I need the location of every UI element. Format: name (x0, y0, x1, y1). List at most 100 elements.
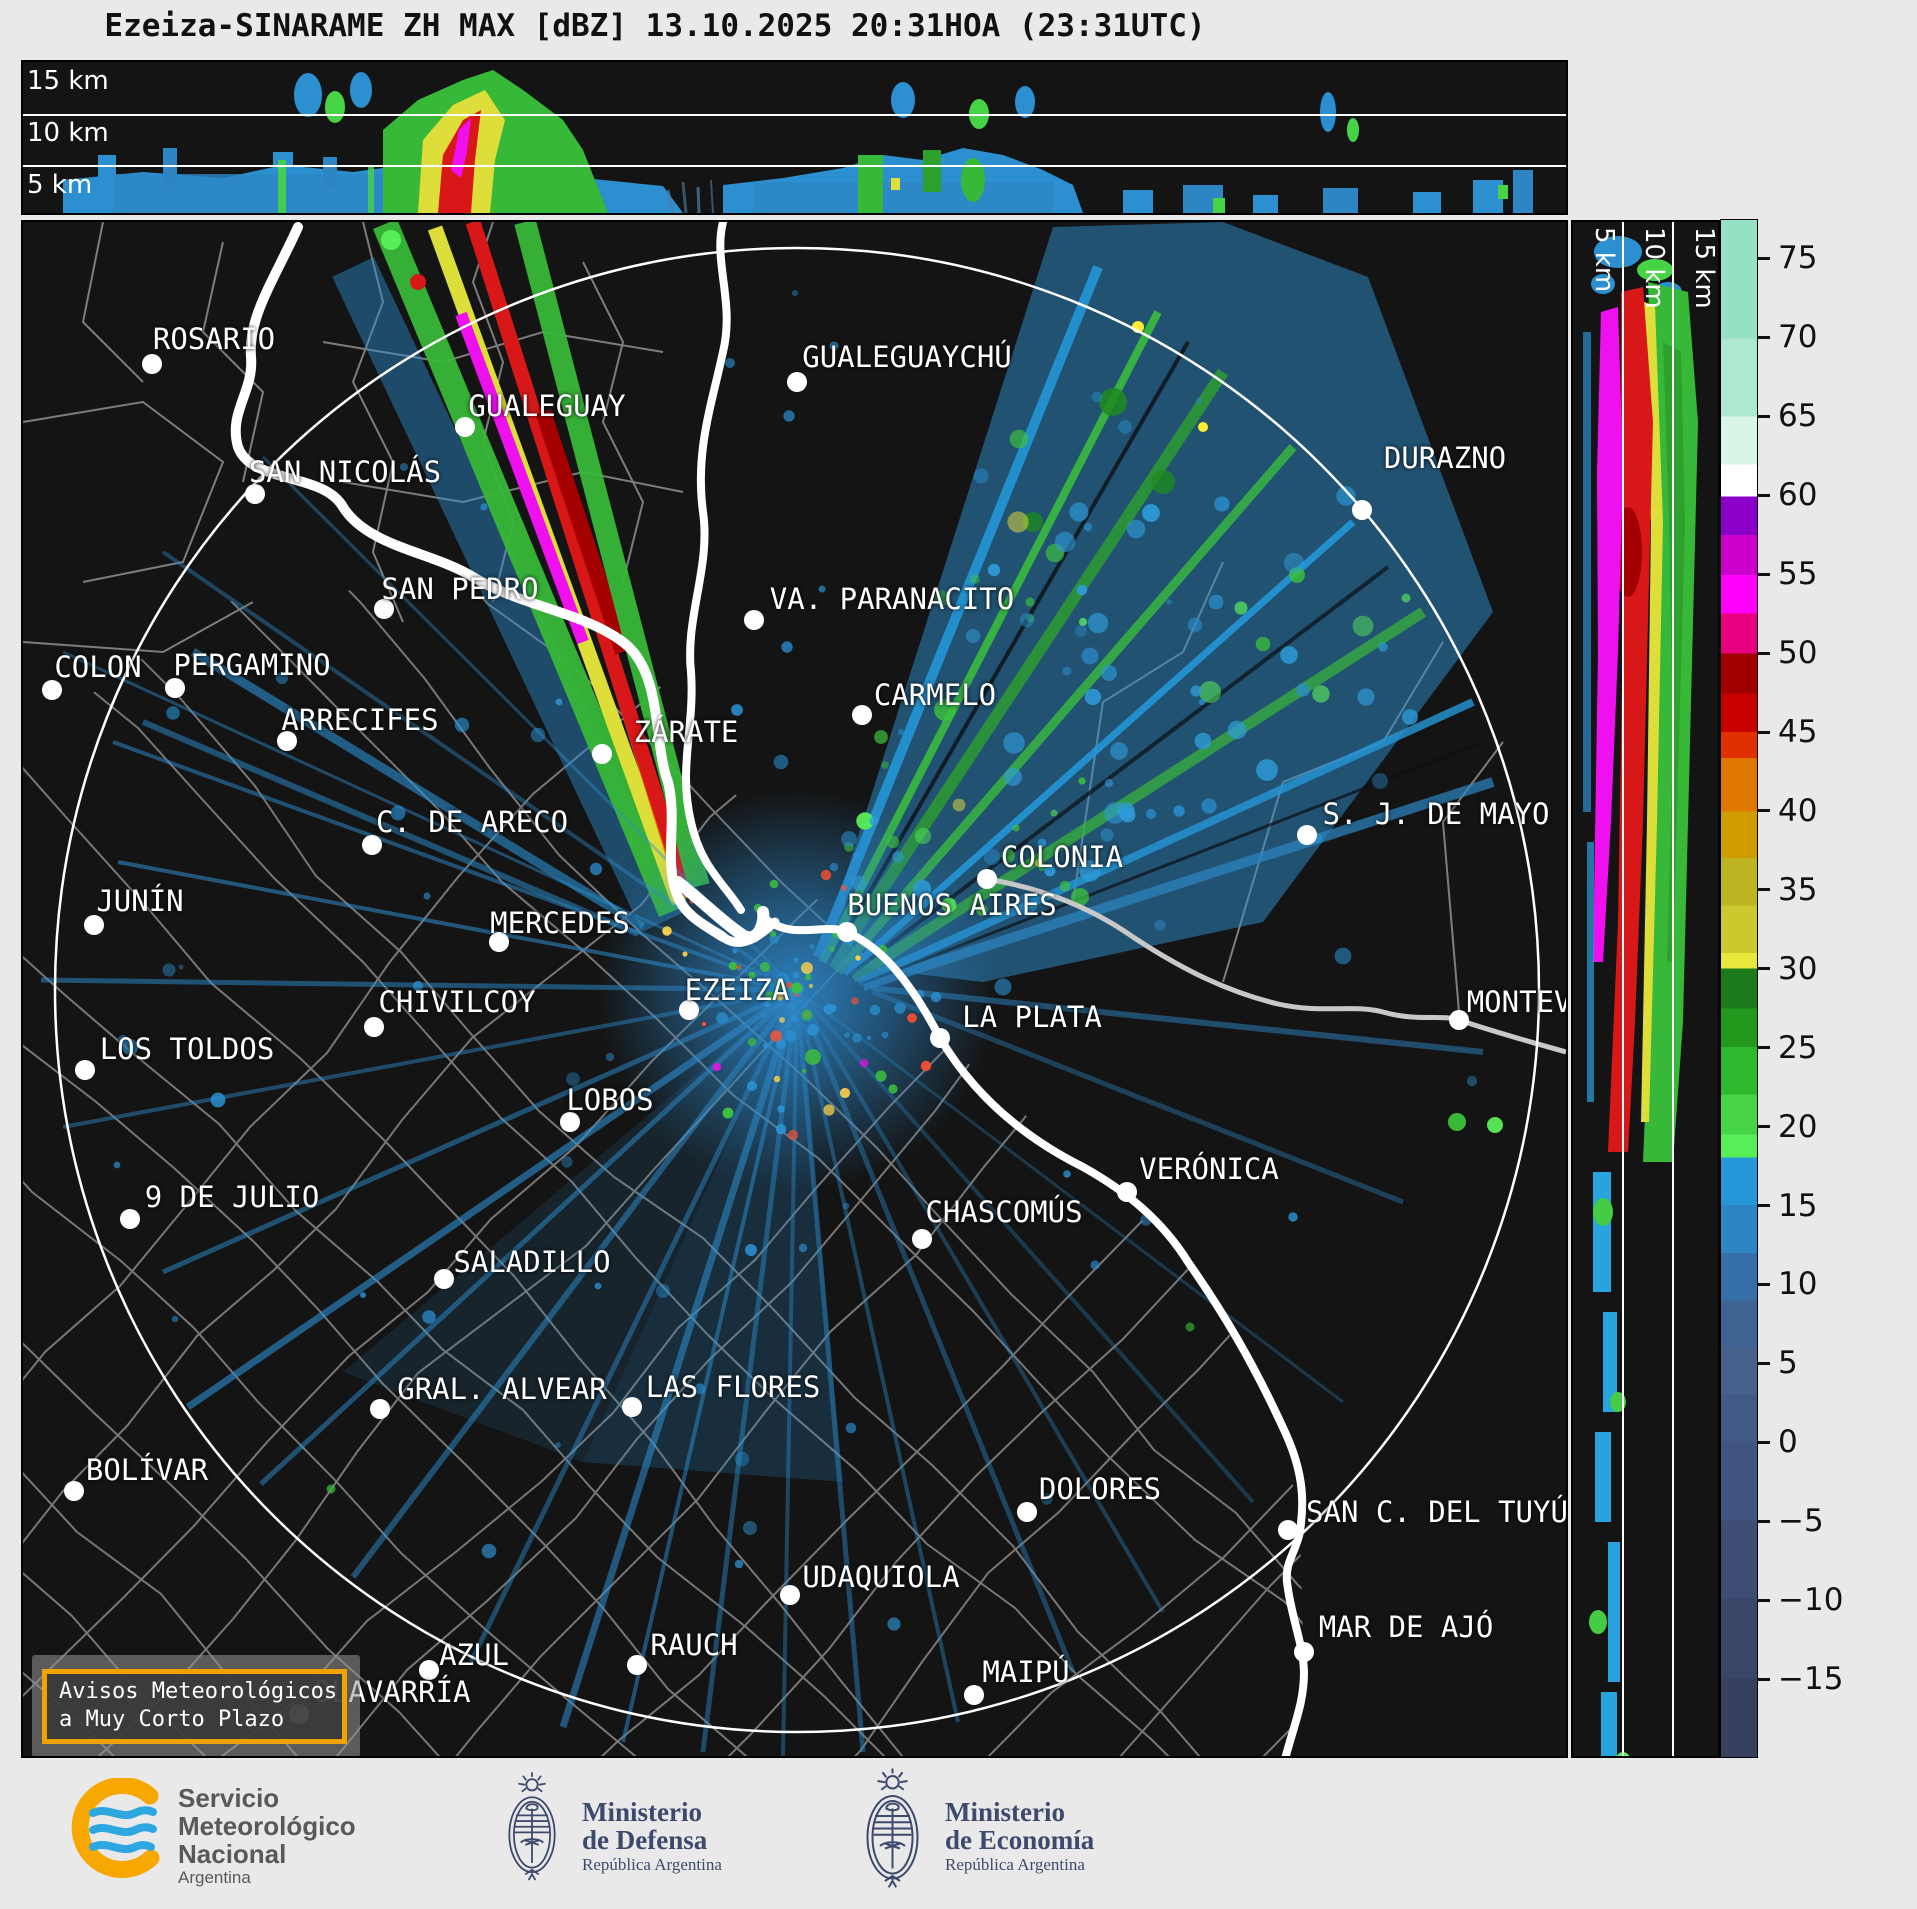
city-dot (434, 1269, 454, 1289)
city-label: GUALEGUAY (468, 389, 626, 423)
colorbar-tick-label: 70 (1778, 319, 1818, 356)
city-dot (245, 484, 265, 504)
economia-sub: República Argentina (945, 1855, 1085, 1874)
city-dot (364, 1017, 384, 1037)
colorbar-tick (1757, 1046, 1770, 1050)
city-dot (1117, 1182, 1137, 1202)
colorbar-tick (1757, 967, 1770, 971)
city-dot (1017, 1502, 1037, 1522)
city-dot (679, 1000, 699, 1020)
axis-label-10km-v: 10 km (1639, 227, 1669, 309)
cross-section-top-echoes (63, 70, 1533, 213)
colorbar-tick (1757, 572, 1770, 576)
city-dot (837, 922, 857, 942)
alert-line-1: Avisos Meteorológicos (59, 1679, 338, 1704)
economia-shield-icon (866, 1768, 919, 1888)
city-label: VERÓNICA (1139, 1152, 1279, 1186)
colorbar-tick-label: 50 (1778, 635, 1818, 672)
city-label: UDAQUIOLA (802, 1560, 960, 1594)
city-dot (362, 835, 382, 855)
page-title: Ezeiza-SINARAME ZH MAX [dBZ] 13.10.2025 … (104, 8, 1206, 44)
gridline-10km-v (1672, 222, 1674, 1756)
smn-logo (71, 1778, 160, 1878)
colorbar-tick (1757, 414, 1770, 418)
city-dot (419, 1660, 439, 1680)
gridline-5km-v (1622, 222, 1624, 1756)
colorbar-tick-label: 60 (1778, 477, 1818, 514)
range-ring (53, 246, 1541, 1734)
alert-line-2: a Muy Corto Plazo (59, 1707, 285, 1732)
axis-label-10km: 10 km (27, 118, 109, 148)
colorbar-tick (1757, 335, 1770, 339)
city-dot (277, 731, 297, 751)
colorbar-tick-label: 0 (1778, 1424, 1798, 1461)
city-label: VA. PARANACITO (769, 582, 1015, 616)
city-label: PERGAMINO (173, 648, 331, 682)
city-label: 9 DE JULIO (144, 1180, 320, 1214)
echo-speckles (113, 290, 1503, 1631)
colorbar-tick-label: 35 (1778, 871, 1818, 908)
city-label: ZÁRATE (633, 715, 739, 749)
colorbar-tick-label: −5 (1778, 1503, 1824, 1540)
colorbar-tick-label: 20 (1778, 1108, 1818, 1145)
city-dot (370, 1399, 390, 1419)
cross-section-right-echoes (1583, 236, 1698, 1756)
smn-wordmark: Servicio Meteorológico Nacional Argentin… (178, 1784, 356, 1888)
colorbar-tick (1757, 730, 1770, 734)
colorbar-tick-label: 25 (1778, 1029, 1818, 1066)
colorbar-tick (1757, 888, 1770, 892)
colorbar-tick (1757, 256, 1770, 260)
axis-label-15km-v: 15 km (1689, 227, 1719, 309)
city-label: COLON (54, 650, 142, 684)
city-label: COLONIA (1000, 840, 1124, 874)
city-dot (787, 372, 807, 392)
defensa-line-1: Ministerio (582, 1797, 702, 1827)
city-label: EZEIZA (684, 973, 790, 1007)
city-label: BOLÍVAR (85, 1453, 209, 1487)
city-label: JUNÍN (96, 884, 184, 918)
city-label: MONTEVIDEO (1466, 985, 1566, 1019)
city-dot (930, 1028, 950, 1048)
city-label: AZUL (439, 1638, 509, 1672)
city-dot (1449, 1010, 1469, 1030)
dbz-colorbar (1720, 219, 1758, 1758)
city-label: ARRECIFES (281, 703, 439, 737)
colorbar-tick-label: 40 (1778, 792, 1818, 829)
colorbar-tick-label: 75 (1778, 240, 1818, 277)
city-label: MAIPÚ (982, 1655, 1070, 1689)
city-dot (165, 678, 185, 698)
city-label: MERCEDES (490, 906, 630, 940)
smn-country: Argentina (178, 1868, 251, 1887)
city-dot (964, 1685, 984, 1705)
city-dot (64, 1481, 84, 1501)
city-label: CHIVILCOY (378, 985, 536, 1019)
colorbar-tick (1757, 1204, 1770, 1208)
city-dot (1278, 1520, 1298, 1540)
colorbar-tick (1757, 809, 1770, 813)
city-label: S. J. DE MAYO (1322, 797, 1550, 831)
city-label: SALADILLO (453, 1245, 611, 1279)
colorbar-tick (1757, 1282, 1770, 1286)
rivers (230, 222, 1309, 1756)
city-label: GUALEGUAYCHÚ (802, 340, 1012, 374)
city-label: DOLORES (1038, 1472, 1162, 1506)
city-dot (780, 1585, 800, 1605)
city-label: GRAL. ALVEAR (397, 1372, 607, 1406)
city-dot (489, 932, 509, 952)
city-label: C. DE ARECO (375, 805, 569, 839)
radar-map-graphics (23, 222, 1566, 1756)
footer: Servicio Meteorológico Nacional Argentin… (0, 1758, 1917, 1909)
defensa-shield-icon (508, 1772, 556, 1881)
city-dot (560, 1112, 580, 1132)
city-label: CARMELO (873, 678, 997, 712)
city-label: BUENOS AIRES (847, 888, 1057, 922)
colorbar-tick (1757, 1440, 1770, 1444)
economia-line-1: Ministerio (945, 1797, 1065, 1827)
gridline-15km (23, 114, 1566, 116)
colorbar-tick-label: 5 (1778, 1345, 1798, 1382)
alert-box[interactable]: Avisos Meteorológicos a Muy Corto Plazo (42, 1669, 347, 1744)
colorbar-tick-label: −15 (1778, 1661, 1844, 1698)
axis-label-5km: 5 km (27, 170, 93, 200)
city-label: LAS FLORES (645, 1370, 821, 1404)
